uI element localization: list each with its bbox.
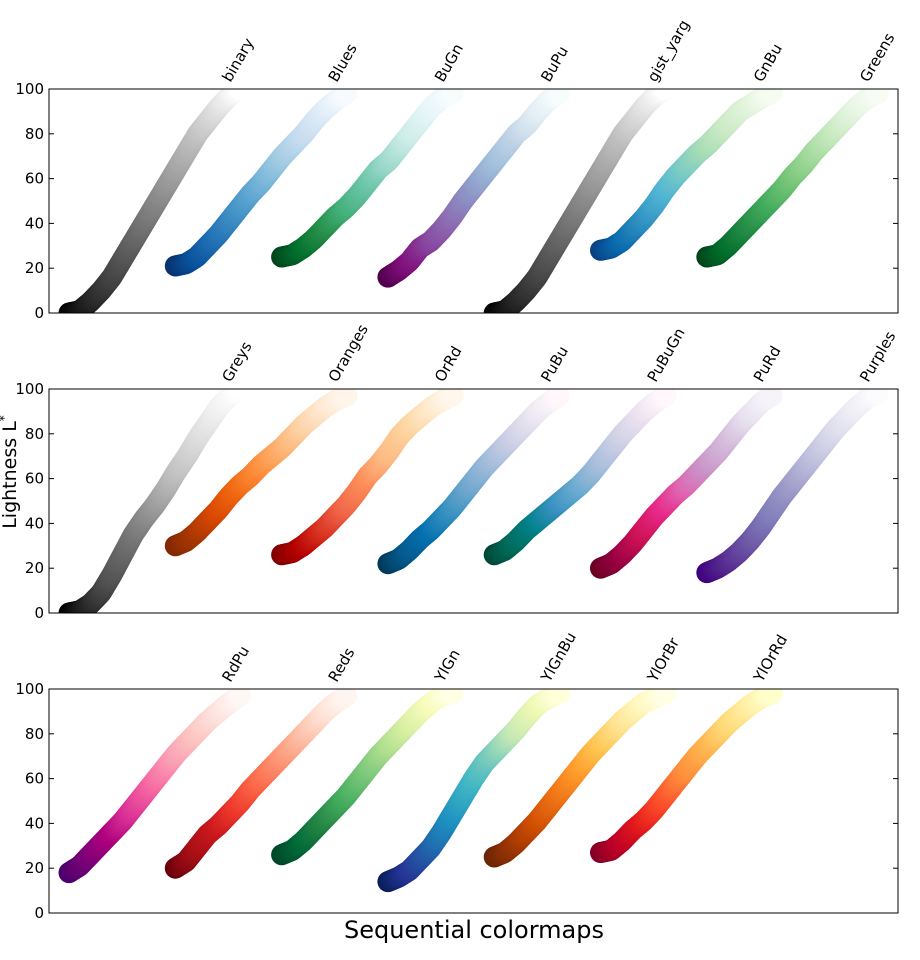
colormap-label-Oranges: Oranges	[325, 321, 372, 385]
series-PuBu	[377, 385, 570, 574]
series-YlOrBr	[484, 683, 677, 868]
series-Blues	[165, 83, 358, 276]
colormap-label-gist_yarg: gist_yarg	[644, 17, 695, 86]
panel-3-marks	[59, 683, 783, 892]
point-Greens-0	[868, 83, 889, 104]
colormap-label-Purples: Purples	[856, 328, 899, 385]
panel-2-marks	[59, 379, 889, 624]
colormap-label-Reds: Reds	[325, 644, 359, 685]
colormap-label-BuPu: BuPu	[537, 43, 572, 85]
y-tick-label: 100	[15, 680, 44, 698]
colormap-label-Greys: Greys	[218, 338, 255, 385]
y-tick-label: 80	[25, 125, 44, 143]
panel-3: 0 20 40 60 80 100 RdPu Reds YlGn YlGnBu YlOrBr YlOr…	[15, 629, 898, 922]
y-tick-label: 0	[34, 904, 44, 922]
panel-1-marks	[59, 79, 889, 324]
y-tick-label: 80	[25, 425, 44, 443]
y-tick-label: 20	[25, 259, 44, 277]
colormap-label-PuBu: PuBu	[537, 343, 572, 385]
y-tick-label: 60	[25, 470, 44, 488]
colormap-label-binary: binary	[218, 35, 257, 85]
point-Reds-0	[336, 685, 357, 706]
point-Blues-0	[336, 83, 357, 104]
series-Reds	[165, 685, 358, 878]
series-YlOrRd	[590, 683, 783, 863]
colormap-label-PuRd: PuRd	[750, 343, 785, 385]
y-tick-label: 20	[25, 559, 44, 577]
y-tick-label: 40	[25, 814, 44, 832]
colormap-label-BuGn: BuGn	[431, 41, 467, 85]
panel-3-frame	[49, 689, 898, 913]
x-axis-label: Sequential colormaps	[344, 916, 604, 944]
point-RdPu-0	[230, 685, 251, 706]
panels: 0 20 40 60 80 100 binary Blues BuGn BuPu gist_yarg…	[15, 17, 899, 922]
y-tick-label: 0	[34, 604, 44, 622]
colormap-label-YlGnBu: YlGnBu	[537, 629, 580, 686]
point-OrRd-0	[443, 385, 464, 406]
point-YlOrBr-0	[655, 683, 676, 704]
panel-1: 0 20 40 60 80 100 binary Blues BuGn BuPu gist_yarg…	[15, 17, 898, 324]
point-PuBu-0	[549, 385, 570, 406]
y-tick-label: 20	[25, 859, 44, 877]
colormap-label-OrRd: OrRd	[431, 343, 466, 385]
point-Oranges-0	[336, 385, 357, 406]
colormap-label-RdPu: RdPu	[218, 643, 253, 685]
point-GnBu-0	[762, 83, 783, 104]
y-axis-label: Lightness L*	[0, 415, 21, 529]
point-BuPu-0	[549, 83, 570, 104]
series-binary	[59, 79, 252, 324]
point-YlOrRd-0	[762, 683, 783, 704]
y-tick-label: 40	[25, 214, 44, 232]
colormap-label-Greens: Greens	[856, 30, 898, 85]
point-Purples-0	[868, 383, 889, 404]
y-tick-label: 60	[25, 170, 44, 188]
y-tick-label: 100	[15, 380, 44, 398]
series-RdPu	[59, 685, 252, 883]
y-tick-label: 0	[34, 304, 44, 322]
point-BuGn-0	[443, 83, 464, 104]
point-YlGnBu-0	[549, 683, 570, 704]
series-Purples	[696, 383, 889, 583]
panel-2: 0 20 40 60 80 100 Greys Oranges OrRd PuBu PuBuGn Pu…	[15, 321, 899, 623]
colormap-label-YlOrRd: YlOrRd	[749, 632, 791, 686]
y-tick-label: 40	[25, 514, 44, 532]
point-PuBuGn-0	[655, 385, 676, 406]
colormap-label-YlOrBr: YlOrBr	[643, 634, 683, 686]
colormap-label-PuBuGn: PuBuGn	[644, 325, 689, 385]
y-tick-label: 100	[15, 80, 44, 98]
y-tick-label: 60	[25, 770, 44, 788]
series-Greens	[696, 83, 889, 268]
point-PuRd-0	[762, 385, 783, 406]
y-tick-label: 80	[25, 725, 44, 743]
point-YlGn-0	[443, 683, 464, 704]
colormap-label-Blues: Blues	[325, 40, 361, 85]
colormap-label-YlGn: YlGn	[430, 646, 463, 686]
colormap-label-GnBu: GnBu	[750, 41, 786, 85]
